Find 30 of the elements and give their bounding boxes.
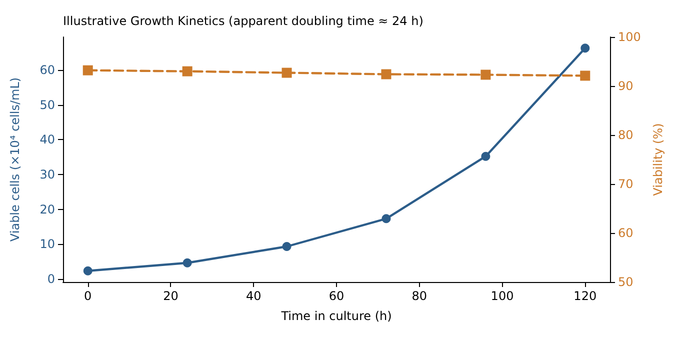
- y2-axis-title: Viability (%): [651, 123, 665, 196]
- point: [580, 44, 590, 53]
- y2-tick-label: 100: [618, 30, 641, 44]
- point: [182, 258, 192, 268]
- x-tick-label: 80: [412, 289, 428, 303]
- y-tick-label: 20: [40, 202, 55, 216]
- x-tick-label: 100: [490, 289, 514, 303]
- point: [83, 266, 92, 276]
- x-tick-label: 0: [84, 289, 92, 303]
- y-tick-label: 40: [40, 132, 55, 147]
- y2-tick-label: 90: [618, 79, 634, 93]
- y2-tick-label: 50: [618, 275, 634, 289]
- chart-title: Illustrative Growth Kinetics (apparent doubling time ≈ 24 h): [63, 14, 424, 28]
- y2-tick-label: 80: [618, 128, 634, 142]
- y-tick-label: 10: [40, 237, 55, 252]
- y-tick-label: 30: [40, 167, 55, 182]
- y-tick-label: 0: [47, 272, 55, 286]
- x-tick-label: 20: [163, 289, 178, 303]
- point: [481, 152, 490, 161]
- point: [282, 242, 292, 251]
- y-tick-label: 50: [40, 98, 55, 112]
- x-tick-label: 40: [246, 289, 262, 303]
- y2-tick-label: 70: [618, 177, 634, 191]
- y-axis-title: Viable cells (×10⁴ cells/mL): [8, 77, 22, 242]
- x-tick-label: 60: [328, 289, 344, 303]
- x-axis-title: Time in culture (h): [280, 309, 392, 323]
- y2-tick-label: 60: [618, 226, 634, 240]
- x-tick-label: 120: [574, 289, 597, 303]
- y-tick-label: 60: [40, 63, 55, 78]
- point: [382, 214, 391, 224]
